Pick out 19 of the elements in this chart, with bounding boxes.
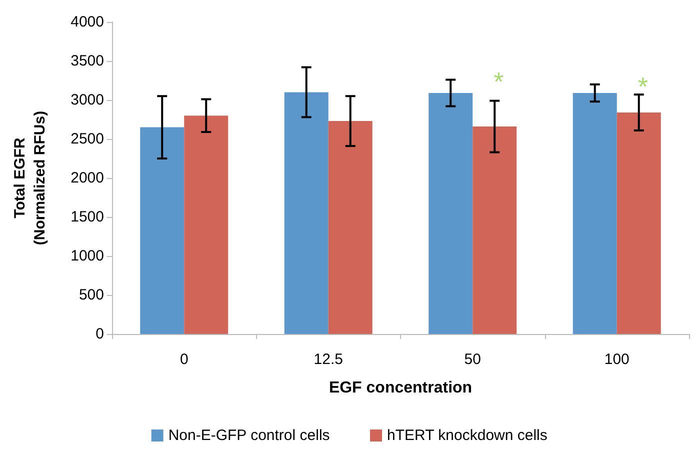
y-tick-label: 1500 <box>70 208 104 226</box>
y-tick-label: 2500 <box>70 130 104 148</box>
x-tick-label: 100 <box>604 351 630 368</box>
legend-label: Non-E-GFP control cells <box>168 427 330 444</box>
x-tick-label: 0 <box>180 351 188 368</box>
y-tick-label: 500 <box>78 286 104 304</box>
y-tick-label: 0 <box>96 326 104 342</box>
legend-label: hTERT knockdown cells <box>387 427 548 444</box>
x-axis-title: EGF concentration <box>328 380 472 396</box>
x-tick-label: 12.5 <box>314 351 343 368</box>
y-tick-label: 3500 <box>70 52 104 70</box>
y-tick-label: 3000 <box>70 92 104 108</box>
annotation: * <box>638 71 648 102</box>
y-tick-label: 4000 <box>70 14 104 30</box>
y-tick-label: 1000 <box>70 248 104 264</box>
y-axis-title: Total EGFR (Normalized RFUs) <box>12 110 48 246</box>
y-tick-label: 2000 <box>70 170 104 186</box>
annotation: * <box>494 66 504 97</box>
x-tick-label: 50 <box>464 351 481 368</box>
